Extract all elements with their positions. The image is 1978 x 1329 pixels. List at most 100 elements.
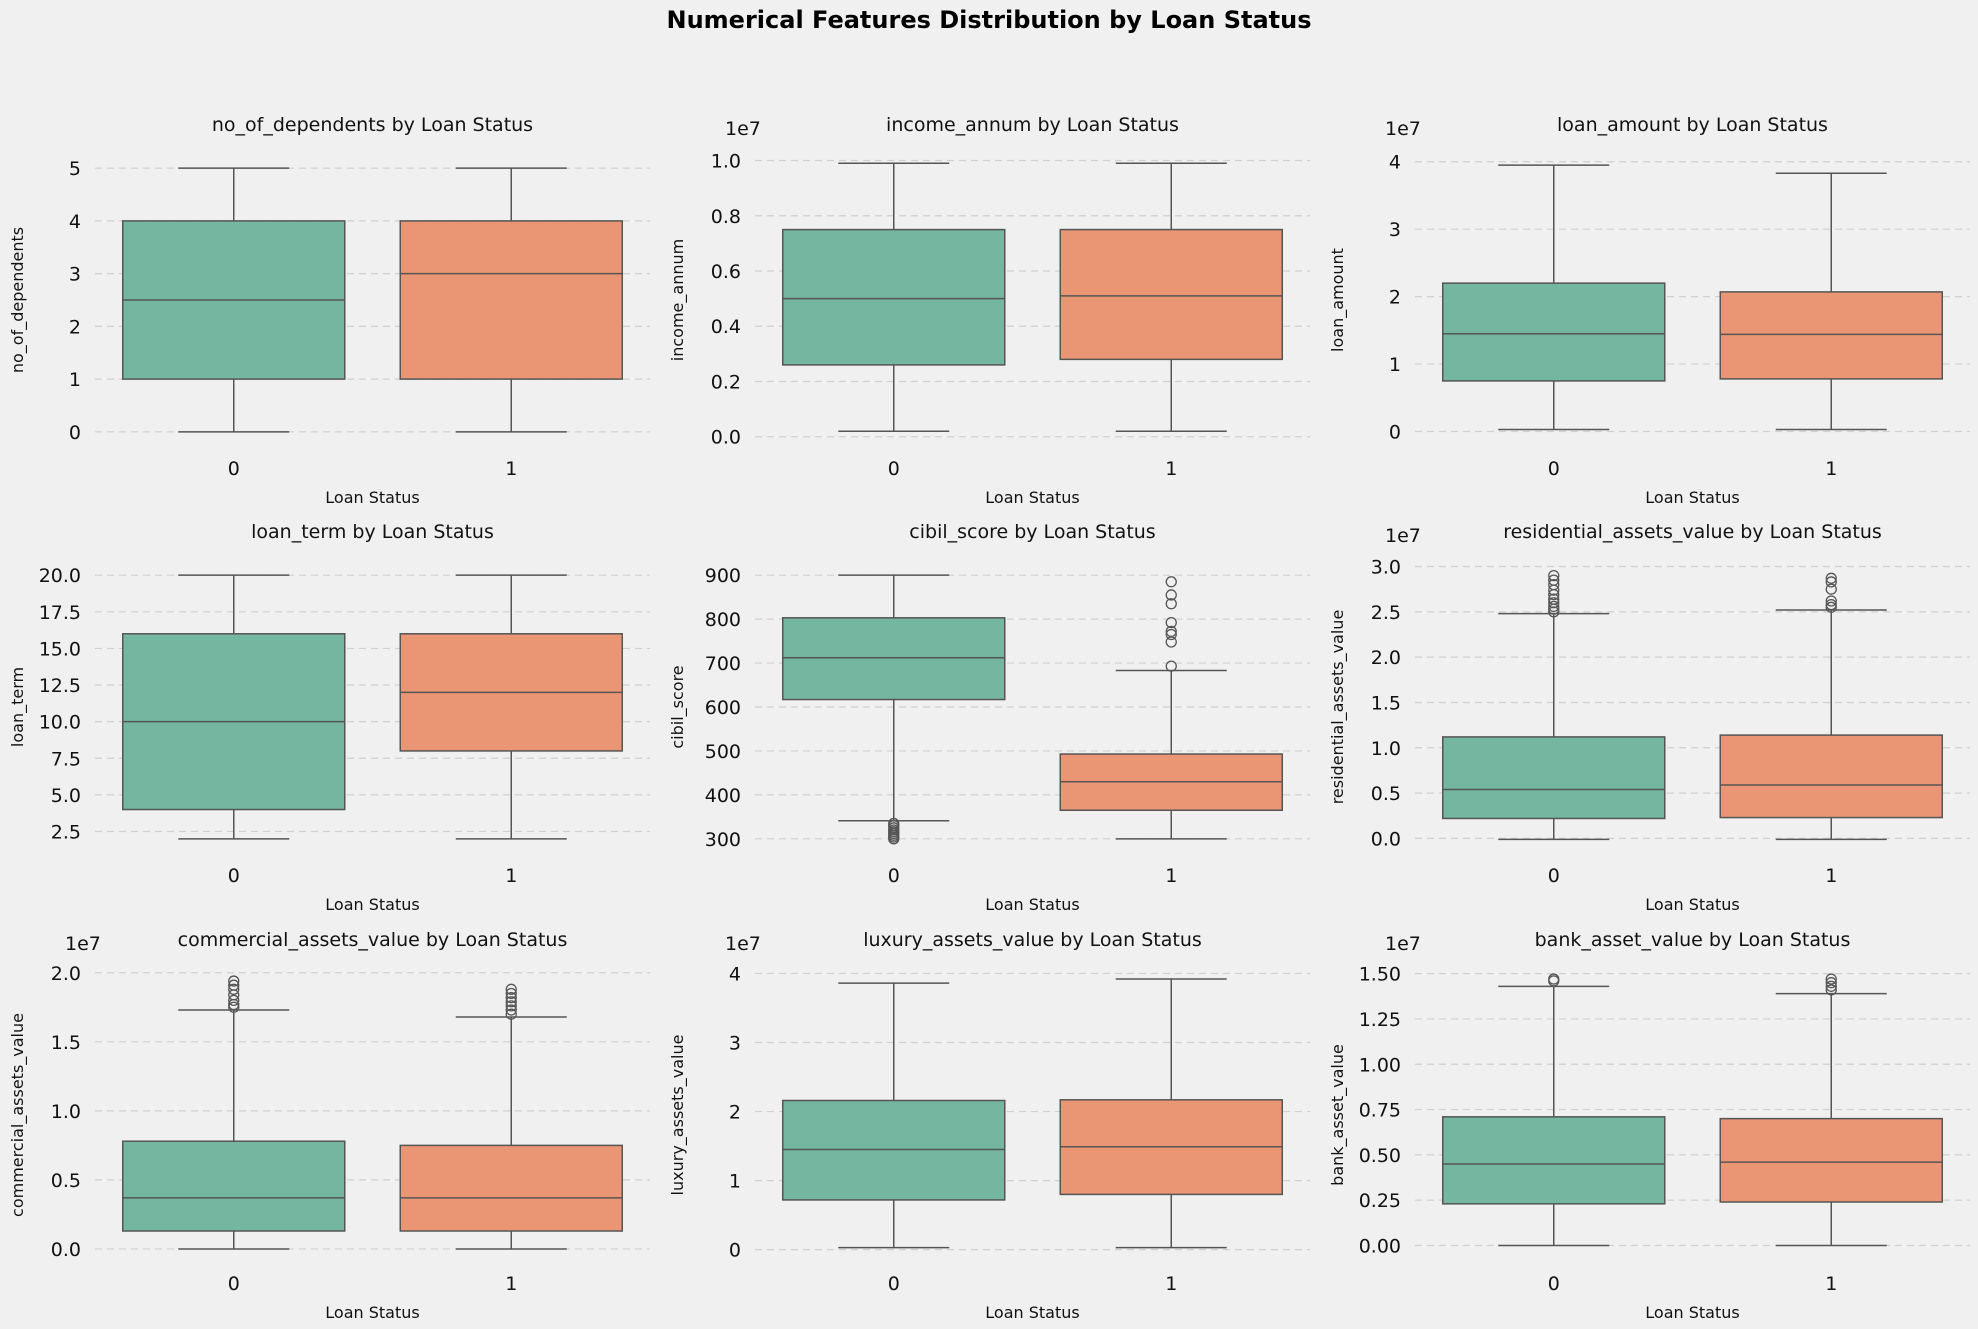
x-tick-label: 0 [228,865,240,887]
y-tick-label: 17.5 [39,602,81,624]
box-status-1 [399,1144,623,1232]
subplot-title: luxury_assets_value by Loan Status [863,929,1202,951]
axis-offset-label: 1e7 [725,933,761,955]
outlier-point [1548,569,1560,582]
outlier-point [1825,984,1837,996]
x-axis-label: Loan Status [1645,895,1739,914]
y-tick-label: 3.0 [1371,557,1401,579]
y-tick-label: 500 [705,741,741,763]
x-tick-label: 1 [1825,1273,1837,1295]
outlier-point [1165,616,1177,629]
subplot-7: 0 1 2 3 4 0 1 luxury_assets_value by Loan Statu… [668,929,1310,1322]
x-axis-label: Loan Status [985,488,1079,507]
y-tick-label: 2 [729,1102,741,1124]
outlier-point [1548,593,1560,605]
box-status-1 [1719,734,1943,819]
outlier-point [505,987,517,1000]
outlier-point [228,994,240,1007]
y-tick-label: 1.0 [1371,738,1401,760]
outlier-point [1548,579,1560,591]
y-tick-label: 1.0 [51,1101,81,1123]
y-tick-label: 4 [69,211,81,233]
outlier-point [1165,625,1177,638]
subplot-4: 300 400 500 600 700 800 900 0 1 cibil_score by Lo… [668,521,1310,914]
subplot-title: commercial_assets_value by Loan Status [178,929,568,951]
x-axis-label: Loan Status [325,895,419,914]
outlier-point [1825,601,1837,613]
y-tick-label: 2.0 [1371,647,1401,669]
x-axis-label: Loan Status [985,1303,1079,1322]
y-tick-label: 0.2 [711,371,741,393]
y-tick-label: 800 [705,609,741,631]
panels-group: 0 1 2 3 4 5 0 1 no_of_dependents by Loan Status L… [8,114,1970,1322]
y-tick-label: 2 [69,316,81,338]
y-tick-label: 3 [729,1033,741,1055]
axis-offset-label: 1e7 [1385,525,1421,547]
y-tick-label: 0.50 [1359,1145,1401,1167]
y-tick-label: 0.0 [711,427,741,449]
subplot-6: 0.0 0.5 1.0 1.5 2.0 0 1 commercial_assets_value… [8,929,650,1322]
y-tick-label: 1.0 [711,151,741,173]
outlier-point [1548,973,1560,985]
subplot-5: 0.0 0.5 1.0 1.5 2.0 2.5 3.0 0 1 residential_asset… [1328,521,1970,914]
outlier-point [1825,977,1837,989]
y-tick-label: 1.5 [51,1032,81,1054]
subplot-title: income_annum by Loan Status [886,114,1179,136]
x-tick-label: 0 [1548,458,1560,480]
outlier-point [888,817,900,830]
x-tick-label: 0 [888,458,900,480]
x-tick-label: 1 [1825,458,1837,480]
y-tick-label: 1.5 [1371,692,1401,714]
outlier-point [505,996,517,1008]
subplot-title: loan_term by Loan Status [251,521,494,543]
outlier-point [505,983,517,995]
y-tick-label: 1 [69,369,81,391]
outlier-point [1825,980,1837,992]
outlier-point [505,1000,517,1012]
y-axis-label: commercial_assets_value [8,1013,28,1217]
y-tick-label: 1 [1389,354,1401,376]
y-axis-label: luxury_assets_value [668,1035,688,1196]
x-tick-label: 0 [228,458,240,480]
outlier-point [228,979,240,991]
y-tick-label: 0.8 [711,206,741,228]
subplot-title: no_of_dependents by Loan Status [212,114,533,136]
box-status-1 [1719,1117,1943,1203]
box-status-1 [399,220,623,380]
axis-offset-label: 1e7 [1385,118,1421,140]
outlier-point [1825,973,1837,985]
x-tick-label: 0 [1548,865,1560,887]
y-tick-label: 900 [705,565,741,587]
y-tick-label: 400 [705,785,741,807]
x-tick-label: 1 [1165,458,1177,480]
y-tick-label: 1.00 [1359,1054,1401,1076]
x-tick-label: 1 [505,865,517,887]
x-tick-label: 0 [228,1273,240,1295]
x-axis-label: Loan Status [325,488,419,507]
y-tick-label: 2.0 [51,963,81,985]
subplot-title: cibil_score by Loan Status [909,521,1155,543]
y-axis-label: loan_term [8,667,28,747]
box-status-0 [782,228,1006,366]
y-tick-label: 2 [1389,287,1401,309]
x-tick-label: 0 [888,1273,900,1295]
y-tick-label: 3 [69,264,81,286]
y-tick-label: 4 [729,963,741,985]
subplot-1: 0.0 0.2 0.4 0.6 0.8 1.0 0 1 income_annum by Loan… [668,114,1310,507]
box-status-0 [122,1140,346,1232]
y-tick-label: 700 [705,653,741,675]
y-tick-label: 20.0 [39,565,81,587]
y-tick-label: 0.75 [1359,1100,1401,1122]
y-tick-label: 1.50 [1359,964,1401,986]
y-tick-label: 3 [1389,219,1401,241]
axis-offset-label: 1e7 [1385,933,1421,955]
axis-offset-label: 1e7 [65,933,101,955]
box-status-0 [1442,1116,1666,1205]
x-tick-label: 1 [1165,865,1177,887]
y-tick-label: 4 [1389,152,1401,174]
x-tick-label: 1 [1165,1273,1177,1295]
axis-offset-label: 1e7 [725,118,761,140]
y-tick-label: 15.0 [39,638,81,660]
outlier-point [228,983,240,995]
outlier-point [1165,660,1177,672]
